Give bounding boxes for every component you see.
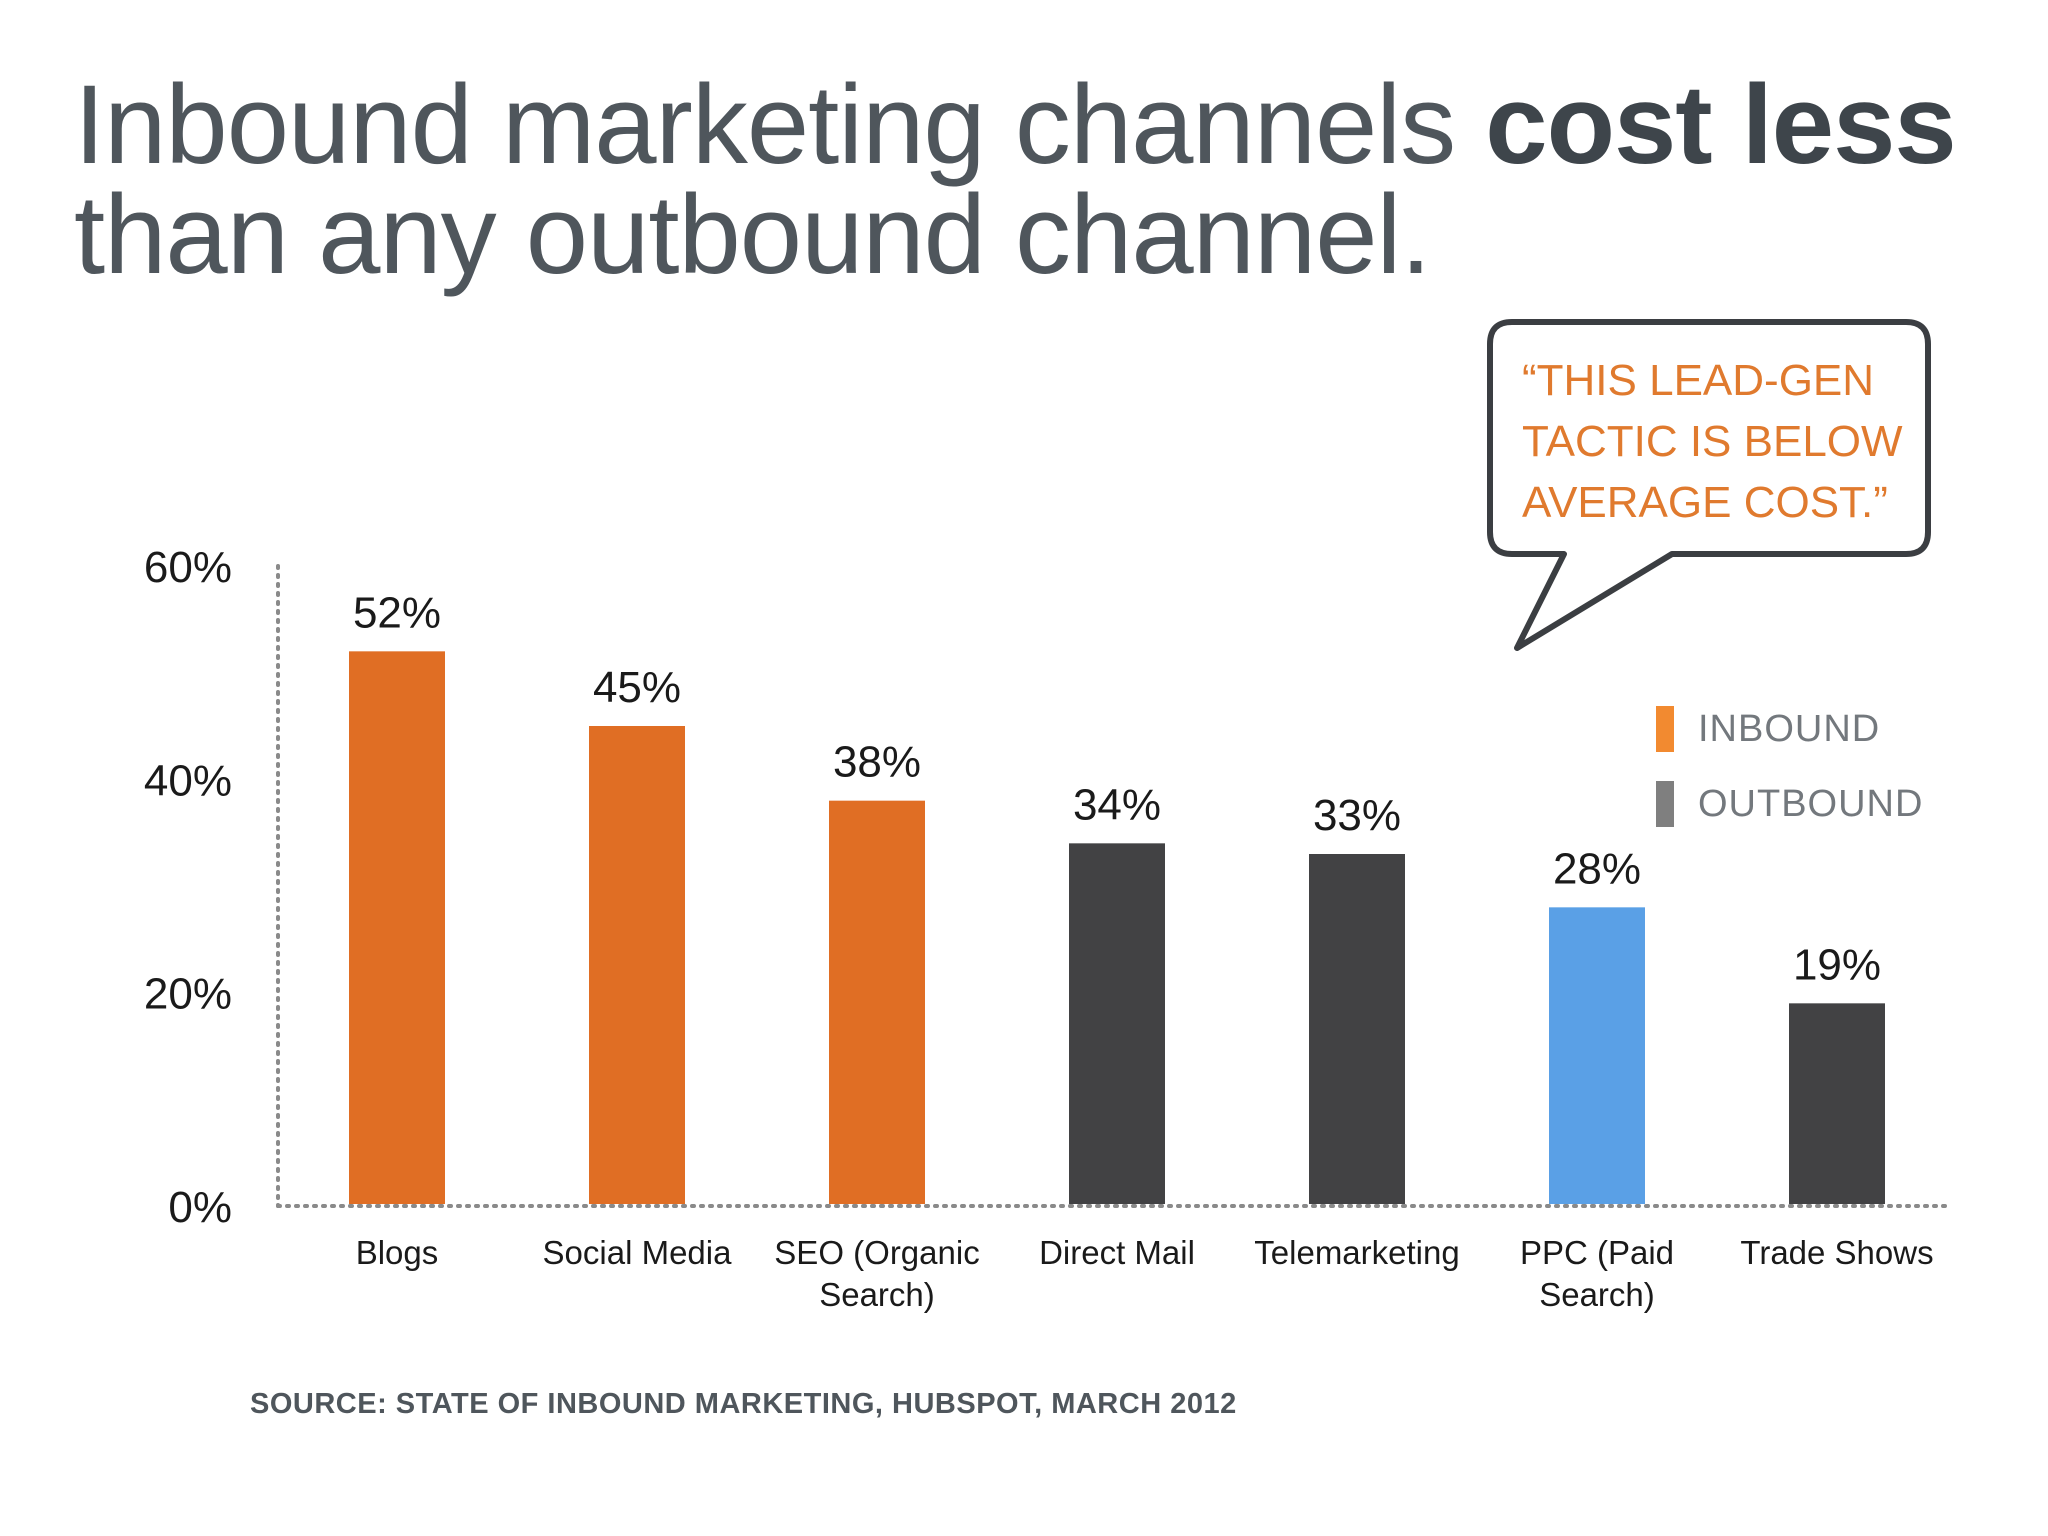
bar — [829, 800, 925, 1204]
title-text: Inbound marketing channels — [74, 62, 1486, 187]
bar — [1309, 854, 1405, 1204]
title-emphasis: cost less — [1485, 62, 1956, 187]
legend-label: INBOUND — [1698, 707, 1881, 750]
bar — [349, 651, 445, 1204]
y-tick-label: 40% — [144, 756, 232, 805]
data-label: 19% — [1793, 940, 1881, 989]
legend-swatch-inbound — [1656, 706, 1674, 752]
y-tick-label: 0% — [168, 1183, 232, 1232]
source-note: SOURCE: STATE OF INBOUND MARKETING, HUBS… — [250, 1388, 1237, 1420]
bar — [1549, 907, 1645, 1204]
title-line-1: Inbound marketing channels cost less — [74, 69, 2034, 181]
bar — [1069, 843, 1165, 1204]
callout-line: AVERAGE COST.” — [1522, 478, 1888, 527]
callout-text: “THIS LEAD-GEN TACTIC IS BELOW AVERAGE C… — [1522, 350, 1942, 533]
bar — [1789, 1003, 1885, 1204]
data-label: 38% — [833, 738, 921, 787]
legend: INBOUND OUTBOUND — [1656, 705, 1923, 855]
x-tick-label: Search) — [819, 1276, 935, 1313]
legend-item-inbound: INBOUND — [1656, 705, 1923, 753]
callout-line: “THIS LEAD-GEN — [1522, 356, 1875, 405]
y-tick-label: 60% — [144, 543, 232, 592]
x-tick-label: Blogs — [356, 1234, 439, 1271]
x-tick-label: Social Media — [543, 1234, 733, 1271]
legend-label: OUTBOUND — [1698, 782, 1924, 825]
y-tick-label: 20% — [144, 970, 232, 1019]
data-label: 28% — [1553, 844, 1641, 893]
bar — [589, 726, 685, 1204]
title-line-2: than any outbound channel. — [74, 172, 1432, 297]
x-tick-label: Direct Mail — [1039, 1234, 1195, 1271]
callout-line: TACTIC IS BELOW — [1522, 417, 1903, 466]
page-title: Inbound marketing channels cost less tha… — [74, 69, 2034, 297]
data-label: 33% — [1313, 791, 1401, 840]
x-tick-label: Trade Shows — [1740, 1234, 1933, 1271]
data-label: 45% — [593, 663, 681, 712]
x-tick-label: PPC (Paid — [1520, 1234, 1674, 1271]
data-label: 52% — [353, 588, 441, 637]
x-tick-label: SEO (Organic — [774, 1234, 979, 1271]
legend-swatch-outbound — [1656, 781, 1674, 827]
data-label: 34% — [1073, 780, 1161, 829]
x-tick-label: Search) — [1539, 1276, 1655, 1313]
x-tick-label: Telemarketing — [1254, 1234, 1459, 1271]
legend-item-outbound: OUTBOUND — [1656, 780, 1923, 828]
